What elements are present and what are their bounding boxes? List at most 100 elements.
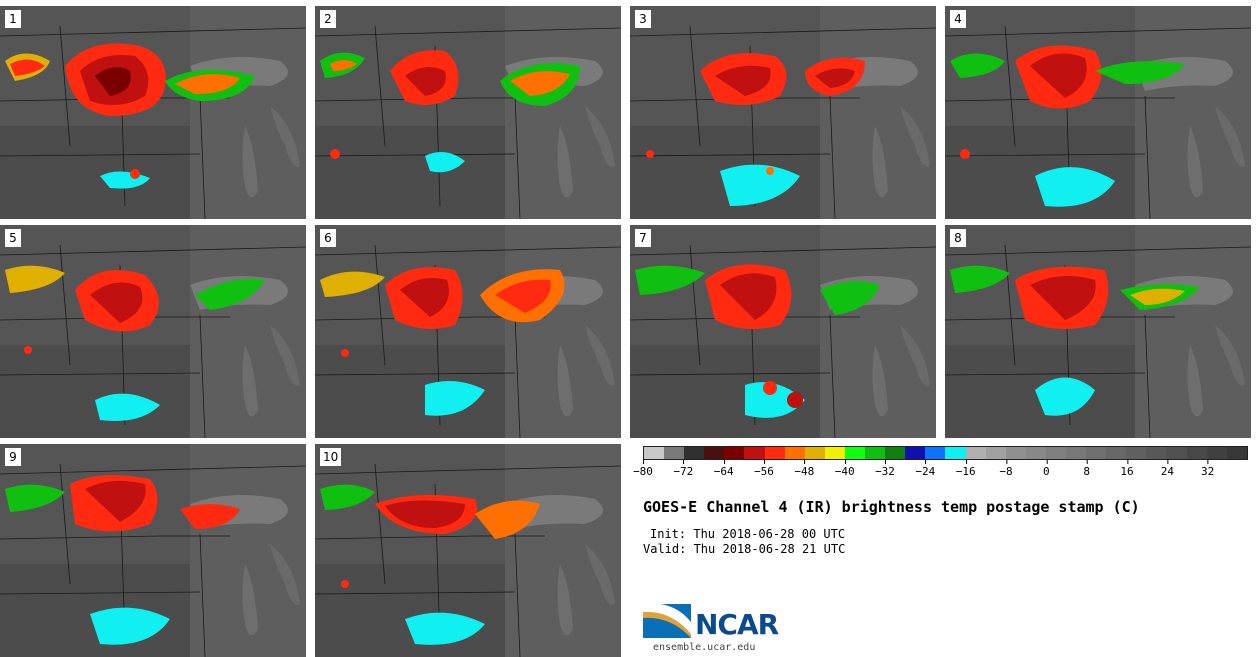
colorbar-swatch [1106,447,1127,459]
ensemble-member-map-9: 9 [0,444,306,657]
ir-map-5 [0,225,306,438]
colorbar-swatch [865,447,886,459]
colorbar-swatch [804,447,825,459]
ir-map-3 [630,6,936,219]
logo-url: ensemble.ucar.edu [653,642,756,653]
colorbar-swatch [684,447,705,459]
colorbar-swatch [744,447,765,459]
ensemble-member-map-5: 5 [0,225,306,438]
colorbar-tick: 16 [1120,460,1134,478]
colorbar-swatch [905,447,926,459]
ncar-logo: NCAR [643,600,793,645]
ir-map-10 [315,444,621,657]
colorbar-swatch [985,447,1006,459]
ensemble-member-map-7: 7 [630,225,936,438]
colorbar-swatch [1045,447,1066,459]
member-label: 3 [635,10,651,28]
colorbar-swatch [824,447,845,459]
colorbar-tick: −48 [794,460,814,478]
colorbar-tick: −24 [915,460,935,478]
logo-wordmark: NCAR [695,608,779,641]
ensemble-member-map-4: 4 [945,6,1251,219]
colorbar-tick-label: −80 [633,465,653,478]
member-label: 2 [320,10,336,28]
figure-title: GOES-E Channel 4 (IR) brightness temp po… [643,498,1140,516]
colorbar-tick-label: −40 [834,465,855,478]
colorbar-tick-label: −32 [875,465,895,478]
colorbar-tick-label: 24 [1160,465,1174,478]
colorbar-swatch [885,447,906,459]
ir-map-1 [0,6,306,219]
colorbar-tick-label: −56 [754,465,774,478]
colorbar-tick-label: −24 [915,465,936,478]
colorbar-tick: 24 [1161,460,1174,478]
colorbar-swatch [945,447,966,459]
colorbar-swatch [764,447,785,459]
colorbar-swatch [644,447,665,459]
ensemble-member-map-10: 10 [315,444,621,657]
colorbar-swatch [1065,447,1087,459]
ensemble-member-map-1: 1 [0,6,306,219]
colorbar-swatch [1186,447,1207,459]
colorbar-tick-label: −8 [999,465,1013,478]
ensemble-member-map-6: 6 [315,225,621,438]
colorbar-tick: −72 [673,460,693,478]
colorbar-tick: 0 [1043,460,1050,478]
colorbar-swatch [1166,447,1187,459]
colorbar-swatch [1226,447,1247,459]
colorbar-tick: −16 [956,460,976,478]
colorbar-swatch [925,447,946,459]
temperature-colorbar: −80 −72 −64 −56 −48 −40 −32 −24 −16 −8 0 8 16 24 32 [633,446,1248,482]
member-label: 10 [320,448,342,466]
colorbar-swatch [965,447,986,459]
colorbar-tick: −32 [875,460,895,478]
colorbar-tick: −40 [835,460,855,478]
colorbar-swatch [724,447,745,459]
colorbar-tick: 32 [1201,460,1214,478]
colorbar-swatch [1126,447,1147,459]
ensemble-member-map-3: 3 [630,6,936,219]
colorbar-tick-label: −64 [713,465,734,478]
member-label: 5 [5,229,21,247]
member-label: 4 [950,10,966,28]
ir-map-8 [945,225,1251,438]
ensemble-member-map-2: 2 [315,6,621,219]
ir-map-9 [0,444,306,657]
colorbar-tick: −64 [714,460,734,478]
colorbar-swatch [1206,447,1227,459]
colorbar-tick-label: 16 [1120,465,1134,478]
member-label: 6 [320,229,336,247]
colorbar-swatch [704,447,725,459]
colorbar-swatch [1025,447,1046,459]
colorbar-swatch [844,447,866,459]
colorbar-swatch [1146,447,1167,459]
member-label: 9 [5,448,21,466]
colorbar-ticks: −80 −72 −64 −56 −48 −40 −32 −24 −16 −8 0 8 16 24 32 [633,460,1248,482]
valid-time: Valid: Thu 2018-06-28 21 UTC [643,542,846,556]
colorbar-swatch [1086,447,1107,459]
colorbar-swatch [664,447,685,459]
member-label: 8 [950,229,966,247]
ncar-swoosh-icon [643,603,691,638]
colorbar-swatches [643,446,1248,460]
colorbar-tick: −8 [999,460,1013,478]
colorbar-tick-label: −48 [794,465,815,478]
ir-map-2 [315,6,621,219]
colorbar-tick-label: 8 [1083,465,1090,478]
colorbar-tick: 8 [1083,460,1090,478]
colorbar-tick: −56 [754,460,774,478]
colorbar-tick-label: −16 [955,465,976,478]
ensemble-member-map-8: 8 [945,225,1251,438]
colorbar-tick-label: 0 [1043,465,1050,478]
ir-map-4 [945,6,1251,219]
colorbar-swatch [784,447,805,459]
colorbar-swatch [1005,447,1026,459]
ir-map-6 [315,225,621,438]
member-label: 7 [635,229,651,247]
colorbar-tick-label: 32 [1201,465,1215,478]
colorbar-tick-label: −72 [673,465,694,478]
init-time: Init: Thu 2018-06-28 00 UTC [650,527,846,541]
colorbar-tick: −80 [633,460,653,478]
ir-map-7 [630,225,936,438]
member-label: 1 [5,10,21,28]
